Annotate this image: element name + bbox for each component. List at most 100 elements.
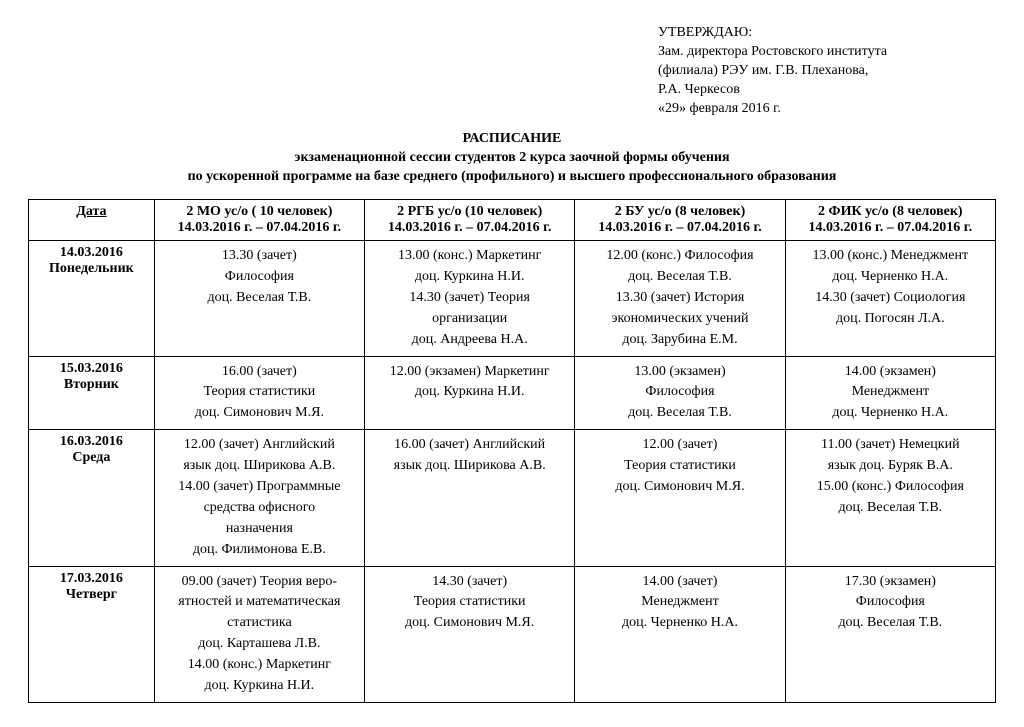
schedule-cell-line: статистика [161,614,358,633]
group-name: 2 МО ус/о ( 10 человек) [161,204,358,220]
table-row: 16.03.2016Среда 12.00 (зачет) Английский я… [29,430,996,566]
weekday-value: Четверг [35,587,148,603]
schedule-cell: 13.30 (зачет)Философиядоц. Веселая Т.В. [154,241,364,356]
schedule-cell-line: 16.00 (зачет) [161,363,358,382]
schedule-cell-line: 12.00 (экзамен) Маркетинг [371,363,568,382]
schedule-cell-line: 15.00 (конс.) Философия [792,478,989,497]
group-name: 2 РГБ ус/о (10 человек) [371,204,568,220]
col-date: Дата [29,200,155,241]
weekday-value: Среда [35,450,148,466]
schedule-cell: 16.00 (зачет)Теория статистики доц. Симон… [154,356,364,430]
col-group-3: 2 ФИК ус/о (8 человек) 14.03.2016 г. – 0… [785,200,995,241]
schedule-cell-line: организации [371,310,568,329]
schedule-cell-line: доц. Симонович М.Я. [581,478,778,497]
table-body: 14.03.2016Понедельник13.30 (зачет)Филосо… [29,241,996,703]
date-value: 17.03.2016 [35,571,148,587]
approval-line: «29» февраля 2016 г. [658,100,996,119]
schedule-cell-line: Менеджмент [581,593,778,612]
schedule-cell-line: 14.00 (зачет) Программные [161,478,358,497]
schedule-cell-line: 14.00 (экзамен) [792,363,989,382]
schedule-cell-line: доц. Андреева Н.А. [371,331,568,350]
schedule-cell-line: 14.30 (зачет) Социология [792,289,989,308]
approval-block: УТВЕРЖДАЮ:Зам. директора Ростовского инс… [658,24,996,118]
schedule-cell-line: доц. Веселая Т.В. [792,614,989,633]
schedule-cell: 14.00 (экзамен)Менеджмент доц. Черненко Н… [785,356,995,430]
schedule-cell-line: доц. Зарубина Е.М. [581,331,778,350]
schedule-cell: 11.00 (зачет) Немецкий язык доц. Буряк В.… [785,430,995,566]
col-group-1: 2 РГБ ус/о (10 человек) 14.03.2016 г. – … [365,200,575,241]
table-row: 17.03.2016Четверг 09.00 (зачет) Теория ве… [29,566,996,702]
schedule-cell: 14.00 (зачет)Менеджмент доц. Черненко Н.А… [575,566,785,702]
schedule-cell-line: ятностей и математическая [161,593,358,612]
schedule-cell-line: 12.00 (конс.) Философия [581,247,778,266]
schedule-cell-line: 12.00 (зачет) Английский [161,436,358,455]
schedule-cell-line: 14.00 (конс.) Маркетинг [161,656,358,675]
schedule-cell-line: 09.00 (зачет) Теория веро- [161,573,358,592]
date-cell: 17.03.2016Четверг [29,566,155,702]
date-value: 16.03.2016 [35,434,148,450]
group-range: 14.03.2016 г. – 07.04.2016 г. [161,220,358,236]
schedule-cell: 14.30 (зачет)Теория статистикидоц. Симон… [365,566,575,702]
schedule-cell-line: 13.00 (конс.) Маркетинг [371,247,568,266]
schedule-cell-line: доц. Куркина Н.И. [371,268,568,287]
schedule-cell-line: доц. Погосян Л.А. [792,310,989,329]
group-name: 2 ФИК ус/о (8 человек) [792,204,989,220]
schedule-cell-line: Менеджмент [792,383,989,402]
schedule-cell-line: экономических учений [581,310,778,329]
table-row: 14.03.2016Понедельник13.30 (зачет)Филосо… [29,241,996,356]
schedule-cell-line: 12.00 (зачет) [581,436,778,455]
group-range: 14.03.2016 г. – 07.04.2016 г. [581,220,778,236]
schedule-cell-line: доц. Карташева Л.В. [161,635,358,654]
group-name: 2 БУ ус/о (8 человек) [581,204,778,220]
schedule-cell-line: доц. Веселая Т.В. [581,268,778,287]
schedule-cell-line: доц. Симонович М.Я. [161,404,358,423]
schedule-cell-line: 13.00 (конс.) Менеджмент [792,247,989,266]
schedule-cell: 17.30 (экзамен)Философия доц. Веселая Т.В… [785,566,995,702]
schedule-cell-line: доц. Черненко Н.А. [792,268,989,287]
table-header-row: Дата 2 МО ус/о ( 10 человек) 14.03.2016 … [29,200,996,241]
schedule-cell-line: доц. Веселая Т.В. [161,289,358,308]
date-cell: 16.03.2016Среда [29,430,155,566]
schedule-cell-line: 11.00 (зачет) Немецкий [792,436,989,455]
approval-line: Зам. директора Ростовского института [658,43,996,62]
title-line-1: РАСПИСАНИЕ [28,130,996,149]
schedule-cell-line: средства офисного [161,499,358,518]
schedule-cell-line: 14.00 (зачет) [581,573,778,592]
schedule-cell-line: Теория статистики [581,457,778,476]
col-group-2: 2 БУ ус/о (8 человек) 14.03.2016 г. – 07… [575,200,785,241]
schedule-cell: 13.00 (экзамен)Философиядоц. Веселая Т.В… [575,356,785,430]
date-cell: 15.03.2016Вторник [29,356,155,430]
schedule-cell-line: Теория статистики [161,383,358,402]
schedule-cell-line: 14.30 (зачет) [371,573,568,592]
schedule-cell-line: доц. Симонович М.Я. [371,614,568,633]
col-group-0: 2 МО ус/о ( 10 человек) 14.03.2016 г. – … [154,200,364,241]
schedule-cell-line: доц. Куркина Н.И. [161,677,358,696]
schedule-cell-line: доц. Черненко Н.А. [581,614,778,633]
schedule-cell-line: язык доц. Ширикова А.В. [371,457,568,476]
schedule-table: Дата 2 МО ус/о ( 10 человек) 14.03.2016 … [28,199,996,703]
schedule-cell-line: доц. Куркина Н.И. [371,383,568,402]
approval-line: УТВЕРЖДАЮ: [658,24,996,43]
schedule-cell-line: язык доц. Буряк В.А. [792,457,989,476]
title-line-2: экзаменационной сессии студентов 2 курса… [28,149,996,168]
group-range: 14.03.2016 г. – 07.04.2016 г. [371,220,568,236]
schedule-cell: 12.00 (зачет) Теория статистики доц. Симон… [575,430,785,566]
schedule-cell-line: язык доц. Ширикова А.В. [161,457,358,476]
table-row: 15.03.2016Вторник16.00 (зачет)Теория ста… [29,356,996,430]
schedule-cell-line: 17.30 (экзамен) [792,573,989,592]
schedule-cell: 13.00 (конс.) Менеджмент доц. Черненко Н.… [785,241,995,356]
schedule-cell: 12.00 (конс.) Философия доц. Веселая Т.В.… [575,241,785,356]
approval-line: (филиала) РЭУ им. Г.В. Плеханова, [658,62,996,81]
schedule-cell-line: 13.30 (зачет) [161,247,358,266]
schedule-cell-line: Философия [581,383,778,402]
title-line-3: по ускоренной программе на базе среднего… [28,168,996,187]
schedule-cell: 13.00 (конс.) Маркетинг доц. Куркина Н.И.… [365,241,575,356]
date-value: 15.03.2016 [35,361,148,377]
schedule-cell-line: Философия [792,593,989,612]
weekday-value: Вторник [35,377,148,393]
schedule-cell-line: доц. Веселая Т.В. [792,499,989,518]
weekday-value: Понедельник [35,261,148,277]
schedule-cell-line: доц. Черненко Н.А. [792,404,989,423]
group-range: 14.03.2016 г. – 07.04.2016 г. [792,220,989,236]
schedule-cell-line: 13.00 (экзамен) [581,363,778,382]
